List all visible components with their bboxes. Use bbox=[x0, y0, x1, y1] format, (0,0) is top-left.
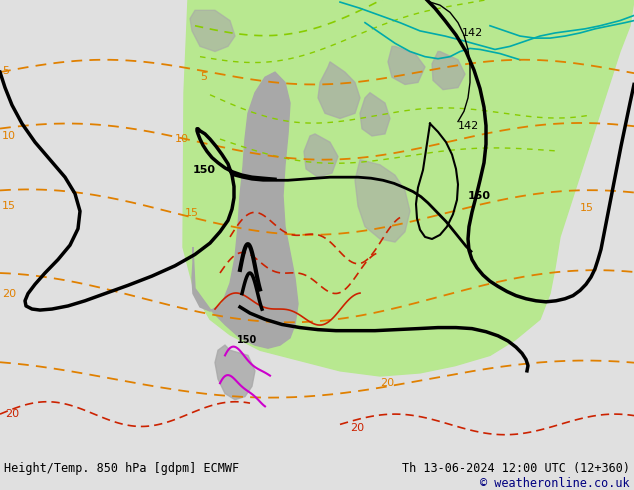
Polygon shape bbox=[432, 51, 465, 90]
Text: 20: 20 bbox=[380, 378, 394, 388]
Text: 150: 150 bbox=[237, 335, 257, 345]
Polygon shape bbox=[183, 0, 634, 376]
Text: Height/Temp. 850 hPa [gdpm] ECMWF: Height/Temp. 850 hPa [gdpm] ECMWF bbox=[4, 462, 239, 475]
Text: 5: 5 bbox=[200, 73, 207, 82]
Polygon shape bbox=[355, 160, 410, 242]
Text: 20: 20 bbox=[5, 409, 19, 419]
Polygon shape bbox=[318, 62, 360, 119]
Text: © weatheronline.co.uk: © weatheronline.co.uk bbox=[481, 477, 630, 490]
Polygon shape bbox=[192, 72, 298, 348]
Text: 15: 15 bbox=[2, 201, 16, 211]
Polygon shape bbox=[388, 47, 425, 84]
Text: 142: 142 bbox=[458, 121, 479, 131]
Polygon shape bbox=[360, 93, 390, 136]
Text: 5: 5 bbox=[2, 66, 9, 76]
Text: 20: 20 bbox=[350, 422, 364, 433]
Polygon shape bbox=[304, 134, 338, 177]
Text: 150: 150 bbox=[468, 191, 491, 201]
Text: 150: 150 bbox=[193, 165, 216, 175]
Polygon shape bbox=[215, 345, 255, 400]
Text: 142: 142 bbox=[462, 28, 483, 38]
Text: 15: 15 bbox=[580, 203, 594, 213]
Text: 15: 15 bbox=[185, 208, 199, 219]
Text: Th 13-06-2024 12:00 UTC (12+360): Th 13-06-2024 12:00 UTC (12+360) bbox=[402, 462, 630, 475]
Text: 10: 10 bbox=[2, 131, 16, 141]
Text: 10: 10 bbox=[175, 134, 189, 144]
Text: 20: 20 bbox=[2, 289, 16, 299]
Polygon shape bbox=[190, 10, 235, 51]
